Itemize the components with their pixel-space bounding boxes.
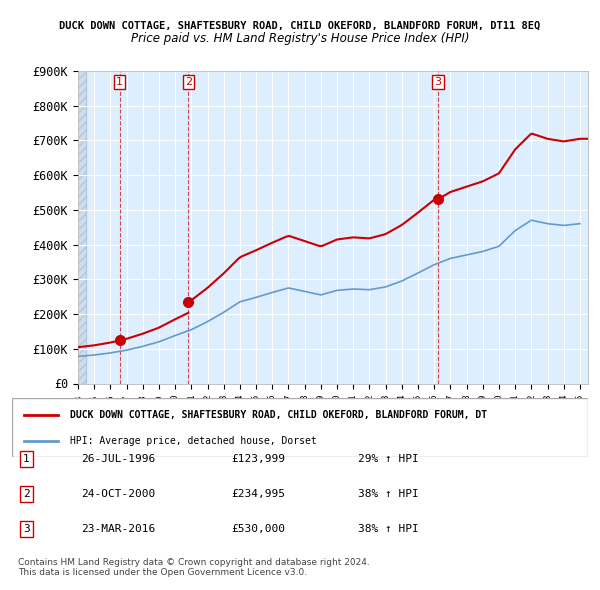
Text: Price paid vs. HM Land Registry's House Price Index (HPI): Price paid vs. HM Land Registry's House … [131, 32, 469, 45]
Text: DUCK DOWN COTTAGE, SHAFTESBURY ROAD, CHILD OKEFORD, BLANDFORD FORUM, DT11 8EQ: DUCK DOWN COTTAGE, SHAFTESBURY ROAD, CHI… [59, 21, 541, 31]
Text: 3: 3 [23, 524, 30, 534]
Text: 38% ↑ HPI: 38% ↑ HPI [358, 489, 418, 499]
Text: 29% ↑ HPI: 29% ↑ HPI [358, 454, 418, 464]
Text: £123,999: £123,999 [231, 454, 285, 464]
Text: This data is licensed under the Open Government Licence v3.0.: This data is licensed under the Open Gov… [18, 568, 307, 576]
Text: 26-JUL-1996: 26-JUL-1996 [81, 454, 155, 464]
Text: £234,995: £234,995 [231, 489, 285, 499]
Text: 23-MAR-2016: 23-MAR-2016 [81, 524, 155, 534]
Text: DUCK DOWN COTTAGE, SHAFTESBURY ROAD, CHILD OKEFORD, BLANDFORD FORUM, DT: DUCK DOWN COTTAGE, SHAFTESBURY ROAD, CHI… [70, 410, 487, 419]
Text: 24-OCT-2000: 24-OCT-2000 [81, 489, 155, 499]
Text: 1: 1 [116, 77, 123, 87]
Text: 38% ↑ HPI: 38% ↑ HPI [358, 524, 418, 534]
Text: 2: 2 [23, 489, 30, 499]
Text: £530,000: £530,000 [231, 524, 285, 534]
FancyBboxPatch shape [12, 398, 588, 457]
Text: 1: 1 [23, 454, 30, 464]
Text: HPI: Average price, detached house, Dorset: HPI: Average price, detached house, Dors… [70, 436, 316, 445]
Text: 3: 3 [434, 77, 442, 87]
Text: Contains HM Land Registry data © Crown copyright and database right 2024.: Contains HM Land Registry data © Crown c… [18, 558, 370, 566]
Text: 2: 2 [185, 77, 192, 87]
